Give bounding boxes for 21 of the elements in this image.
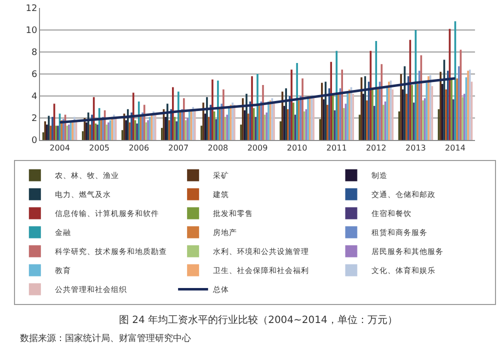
y-tick-label: 10 xyxy=(26,26,38,36)
y-tick-label: 6 xyxy=(31,70,38,80)
y-tick-label: 2 xyxy=(31,114,38,124)
x-tick-label: 2006 xyxy=(128,144,150,153)
y-tick-label: 12 xyxy=(26,4,38,14)
y-tick-label: 8 xyxy=(31,48,38,58)
y-tick-label: 4 xyxy=(31,92,38,102)
x-tick-label: 2004 xyxy=(50,144,70,153)
y-tick-label: 0 xyxy=(31,136,38,146)
x-tick-label: 2007 xyxy=(168,144,189,153)
x-tick-label: 2013 xyxy=(406,144,426,153)
line-series xyxy=(58,77,456,124)
x-tick-label: 2008 xyxy=(208,144,228,153)
x-tick-label: 2011 xyxy=(326,144,347,153)
x-tick-label: 2010 xyxy=(286,144,308,153)
x-tick-label: 2012 xyxy=(366,144,386,153)
source-note: 数据来源：国家统计局、财富管理研究中心 xyxy=(20,333,191,344)
x-tick-label: 2014 xyxy=(445,144,466,153)
caption: 图 24 年均工资水平的行业比较（2004~2014，单位：万元） xyxy=(119,314,398,326)
x-tick-label: 2009 xyxy=(247,144,268,153)
x-tick-label: 2005 xyxy=(89,144,110,153)
